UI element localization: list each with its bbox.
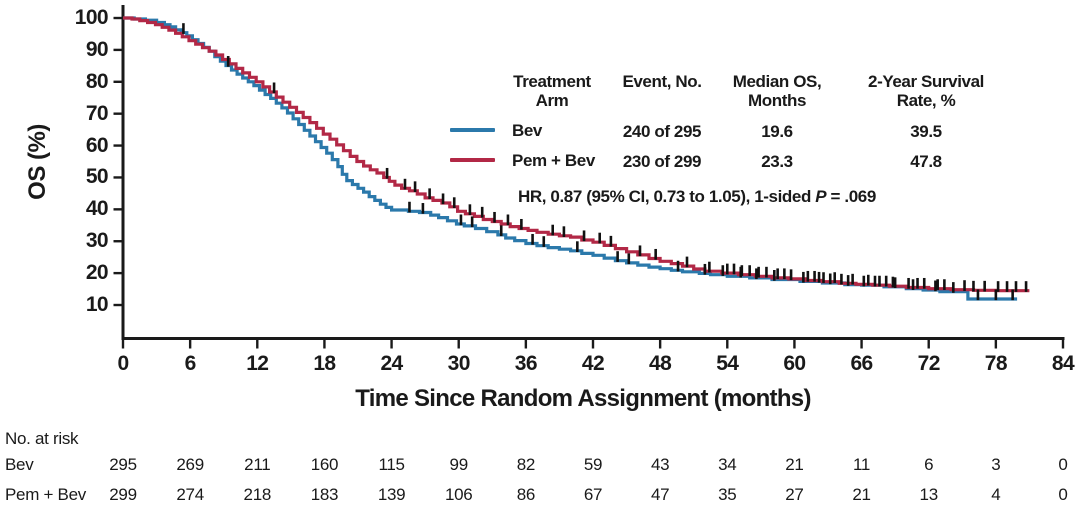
x-tick-label: 12 bbox=[246, 352, 269, 375]
at-risk-count: 59 bbox=[583, 455, 603, 474]
y-tick-label: 60 bbox=[85, 133, 109, 157]
at-risk-count: 13 bbox=[919, 485, 939, 504]
x-tick-label: 6 bbox=[184, 352, 197, 375]
at-risk-count: 99 bbox=[449, 455, 469, 474]
at-risk-count: 67 bbox=[583, 485, 603, 504]
hr-annotation: HR, 0.87 (95% CI, 0.73 to 1.05), 1-sided… bbox=[518, 187, 876, 207]
at-risk-count: 35 bbox=[718, 485, 737, 504]
at-risk-count: 43 bbox=[650, 455, 670, 474]
y-tick-label: 40 bbox=[85, 197, 109, 221]
at-risk-arm-label: Bev bbox=[5, 455, 34, 474]
x-tick-label: 0 bbox=[117, 352, 129, 375]
at-risk-count: 47 bbox=[650, 485, 670, 504]
at-risk-count: 211 bbox=[244, 455, 271, 474]
legend-arm-label: Bev bbox=[512, 121, 542, 140]
at-risk-count: 3 bbox=[991, 455, 1001, 474]
at-risk-count: 21 bbox=[852, 485, 871, 504]
at-risk-count: 106 bbox=[444, 485, 473, 504]
x-tick-label: 30 bbox=[447, 352, 471, 375]
at-risk-count: 160 bbox=[310, 455, 339, 474]
x-tick-label: 66 bbox=[850, 352, 873, 375]
x-tick-label: 54 bbox=[716, 352, 739, 375]
p-value: = .069 bbox=[826, 187, 877, 206]
legend-median-os: 19.6 bbox=[761, 122, 793, 141]
at-risk-count: 86 bbox=[516, 485, 536, 504]
x-tick-label: 18 bbox=[313, 352, 336, 375]
x-tick-label: 24 bbox=[380, 352, 403, 375]
at-risk-count: 34 bbox=[718, 455, 737, 474]
y-axis-title: OS (%) bbox=[24, 124, 51, 200]
at-risk-count: 115 bbox=[378, 455, 405, 474]
legend-line-swatch bbox=[450, 128, 495, 132]
at-risk-count: 183 bbox=[310, 485, 339, 504]
at-risk-count: 27 bbox=[785, 485, 804, 504]
at-risk-count: 269 bbox=[176, 455, 204, 474]
y-tick-label: 90 bbox=[85, 37, 109, 61]
legend-event-no: 230 of 299 bbox=[622, 152, 702, 171]
y-tick-label: 30 bbox=[85, 229, 109, 253]
y-tick-label: 70 bbox=[85, 101, 109, 125]
x-tick-label: 84 bbox=[1051, 352, 1075, 375]
p-symbol: P bbox=[815, 187, 827, 206]
hr-text: HR, 0.87 (95% CI, 0.73 to 1.05), 1-sided bbox=[518, 187, 816, 206]
y-tick-label: 20 bbox=[85, 261, 109, 285]
legend-two-year-rate: 47.8 bbox=[910, 152, 942, 171]
x-tick-label: 60 bbox=[783, 352, 806, 375]
y-tick-label: 50 bbox=[85, 165, 109, 189]
legend-header: 2-Year Survival Rate, % bbox=[868, 72, 984, 110]
legend-arm-label: Pem + Bev bbox=[512, 151, 595, 170]
x-tick-label: 78 bbox=[984, 352, 1008, 375]
legend-header: Treatment Arm bbox=[513, 72, 591, 110]
at-risk-count: 274 bbox=[176, 485, 204, 504]
at-risk-count: 299 bbox=[109, 485, 137, 504]
at-risk-count: 295 bbox=[109, 455, 137, 474]
at-risk-count: 4 bbox=[991, 485, 1001, 504]
x-tick-label: 42 bbox=[581, 352, 605, 375]
legend-header: Event, No. bbox=[622, 72, 702, 91]
legend-two-year-rate: 39.5 bbox=[910, 122, 942, 141]
at-risk-arm-label: Pem + Bev bbox=[5, 485, 86, 504]
x-tick-label: 48 bbox=[649, 352, 672, 375]
at-risk-count: 218 bbox=[243, 485, 272, 504]
at-risk-count: 6 bbox=[924, 455, 934, 474]
at-risk-count: 21 bbox=[785, 455, 804, 474]
legend-line-swatch bbox=[450, 158, 495, 162]
legend-header: Median OS, Months bbox=[732, 72, 822, 110]
at-risk-count: 11 bbox=[853, 455, 871, 474]
at-risk-count: 0 bbox=[1058, 455, 1068, 474]
legend-event-no: 240 of 295 bbox=[622, 122, 702, 141]
y-tick-label: 10 bbox=[85, 293, 109, 316]
x-axis-title: Time Since Random Assignment (months) bbox=[355, 385, 811, 412]
x-tick-label: 72 bbox=[917, 352, 941, 375]
at-risk-title: No. at risk bbox=[5, 429, 79, 448]
at-risk-count: 82 bbox=[516, 455, 536, 474]
x-tick-label: 36 bbox=[514, 352, 538, 375]
at-risk-count: 0 bbox=[1058, 485, 1068, 504]
y-tick-label: 80 bbox=[85, 69, 109, 93]
legend-median-os: 23.3 bbox=[761, 152, 793, 171]
y-tick-label: 100 bbox=[74, 6, 109, 29]
at-risk-count: 139 bbox=[377, 485, 406, 504]
